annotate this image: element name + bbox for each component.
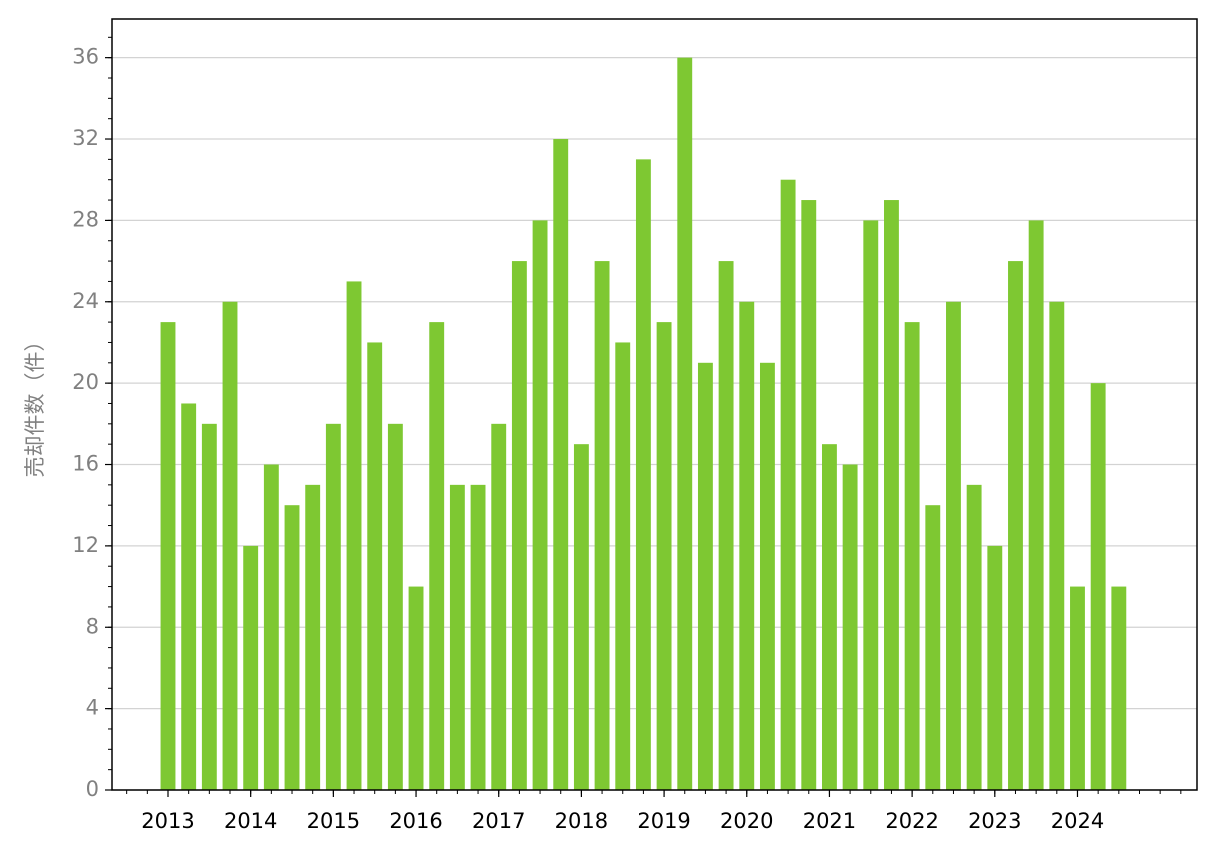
bar bbox=[387, 423, 403, 790]
bar bbox=[346, 281, 362, 790]
bar bbox=[718, 261, 734, 790]
bar bbox=[532, 220, 548, 791]
bar bbox=[284, 505, 300, 790]
bar bbox=[160, 322, 176, 790]
x-tick-label: 2024 bbox=[1051, 809, 1104, 833]
bar bbox=[181, 403, 197, 790]
y-tick-label: 16 bbox=[72, 452, 99, 476]
bar bbox=[201, 423, 217, 790]
bar bbox=[697, 362, 713, 790]
y-tick-label: 12 bbox=[72, 533, 99, 557]
bar bbox=[1111, 586, 1127, 790]
bar bbox=[222, 301, 238, 790]
bar bbox=[925, 505, 941, 790]
y-tick-label: 28 bbox=[72, 207, 99, 231]
bar bbox=[615, 342, 631, 790]
bar bbox=[656, 322, 672, 790]
bar bbox=[842, 464, 858, 790]
bar bbox=[408, 586, 424, 790]
x-tick-label: 2023 bbox=[968, 809, 1021, 833]
bar bbox=[946, 301, 961, 790]
y-tick-label: 8 bbox=[86, 614, 99, 638]
bar bbox=[470, 484, 486, 790]
bar bbox=[573, 444, 589, 790]
x-tick-label: 2018 bbox=[555, 809, 608, 833]
plot-frame bbox=[111, 18, 1198, 791]
bar bbox=[449, 484, 465, 790]
x-tick-label: 2013 bbox=[141, 809, 194, 833]
bar bbox=[821, 444, 837, 790]
bar bbox=[1008, 261, 1023, 790]
bar bbox=[904, 322, 920, 790]
x-tick-label: 2020 bbox=[720, 809, 773, 833]
y-tick-label: 0 bbox=[86, 777, 99, 801]
bar bbox=[491, 423, 507, 790]
y-tick-label: 32 bbox=[72, 126, 99, 150]
bar bbox=[966, 484, 982, 790]
bar bbox=[780, 179, 796, 790]
y-tick-label: 20 bbox=[72, 370, 99, 394]
x-tick-label: 2015 bbox=[307, 809, 360, 833]
bar bbox=[1070, 586, 1085, 790]
bar bbox=[305, 484, 321, 790]
bar bbox=[759, 362, 775, 790]
bar bbox=[739, 301, 755, 790]
bar bbox=[1049, 301, 1065, 790]
bar bbox=[1028, 220, 1044, 791]
x-tick-label: 2016 bbox=[389, 809, 442, 833]
y-tick-label: 4 bbox=[86, 696, 99, 720]
bar bbox=[801, 200, 817, 791]
y-tick-label: 24 bbox=[72, 289, 99, 313]
x-tick-label: 2022 bbox=[885, 809, 938, 833]
bar bbox=[594, 261, 610, 790]
bar bbox=[677, 57, 693, 790]
x-tick-label: 2017 bbox=[472, 809, 525, 833]
bar bbox=[511, 261, 527, 790]
y-tick-label: 36 bbox=[72, 45, 99, 69]
bar bbox=[429, 322, 445, 790]
bar bbox=[325, 423, 341, 790]
x-tick-label: 2021 bbox=[803, 809, 856, 833]
bar bbox=[884, 200, 899, 791]
y-axis-label: 売却件数（件） bbox=[23, 331, 47, 478]
x-tick-label: 2014 bbox=[224, 809, 277, 833]
x-tick-label: 2019 bbox=[637, 809, 690, 833]
bar bbox=[1090, 383, 1106, 790]
bar bbox=[367, 342, 383, 790]
bar bbox=[263, 464, 279, 790]
bar bbox=[635, 159, 651, 790]
bar bbox=[243, 545, 259, 790]
bar bbox=[553, 139, 569, 790]
bar bbox=[863, 220, 879, 791]
bar bbox=[987, 545, 1003, 790]
